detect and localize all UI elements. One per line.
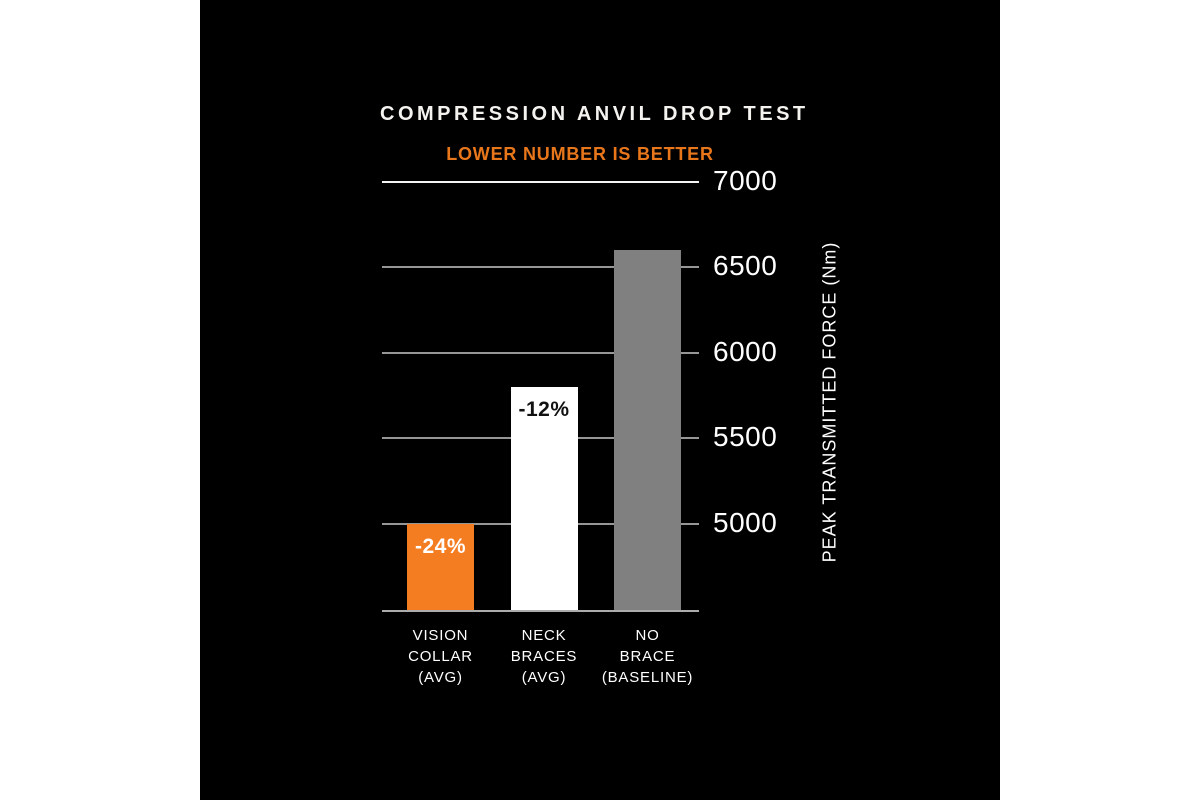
bar-vision-collar-avg <box>407 523 474 611</box>
x-category-label-vision-collar-avg: VISION COLLAR (AVG) <box>408 625 473 688</box>
x-axis-baseline <box>382 610 699 612</box>
y-tick-label-5500: 5500 <box>713 421 778 453</box>
x-category-line: (AVG) <box>521 669 567 686</box>
gridline-6500 <box>382 266 699 269</box>
bar-value-label-neck-braces-avg: -12% <box>518 398 570 422</box>
y-tick-label-6000: 6000 <box>713 335 778 367</box>
x-category-line: BRACE <box>619 648 676 665</box>
bar-no-brace-baseline <box>614 250 681 611</box>
bar-value-label-vision-collar-avg: -24% <box>414 534 467 558</box>
x-category-line: NO <box>635 627 660 644</box>
x-category-label-neck-braces-avg: NECK BRACES (AVG) <box>511 625 578 688</box>
y-axis-title: PEAK TRANSMITTED FORCE (Nm) <box>819 241 840 563</box>
chart-canvas: COMPRESSION ANVIL DROP TEST LOWER NUMBER… <box>200 0 1000 800</box>
x-category-line: COLLAR <box>408 648 473 665</box>
x-category-line: NECK <box>521 627 567 644</box>
chart-title: COMPRESSION ANVIL DROP TEST <box>380 103 809 125</box>
chart-subtitle: LOWER NUMBER IS BETTER <box>446 144 714 164</box>
x-category-label-no-brace-baseline: NO BRACE (BASELINE) <box>602 625 693 688</box>
gridline-6000 <box>382 351 699 354</box>
x-category-line: (BASELINE) <box>601 669 694 686</box>
x-category-line: BRACES <box>510 648 578 665</box>
bar-neck-braces-avg <box>510 387 578 611</box>
x-category-line: VISION <box>412 627 469 644</box>
gridline-7000 <box>382 181 699 183</box>
y-tick-label-7000: 7000 <box>713 165 778 197</box>
x-category-line: (AVG) <box>418 669 463 686</box>
y-tick-label-6500: 6500 <box>713 250 778 282</box>
y-tick-label-5000: 5000 <box>713 506 778 538</box>
